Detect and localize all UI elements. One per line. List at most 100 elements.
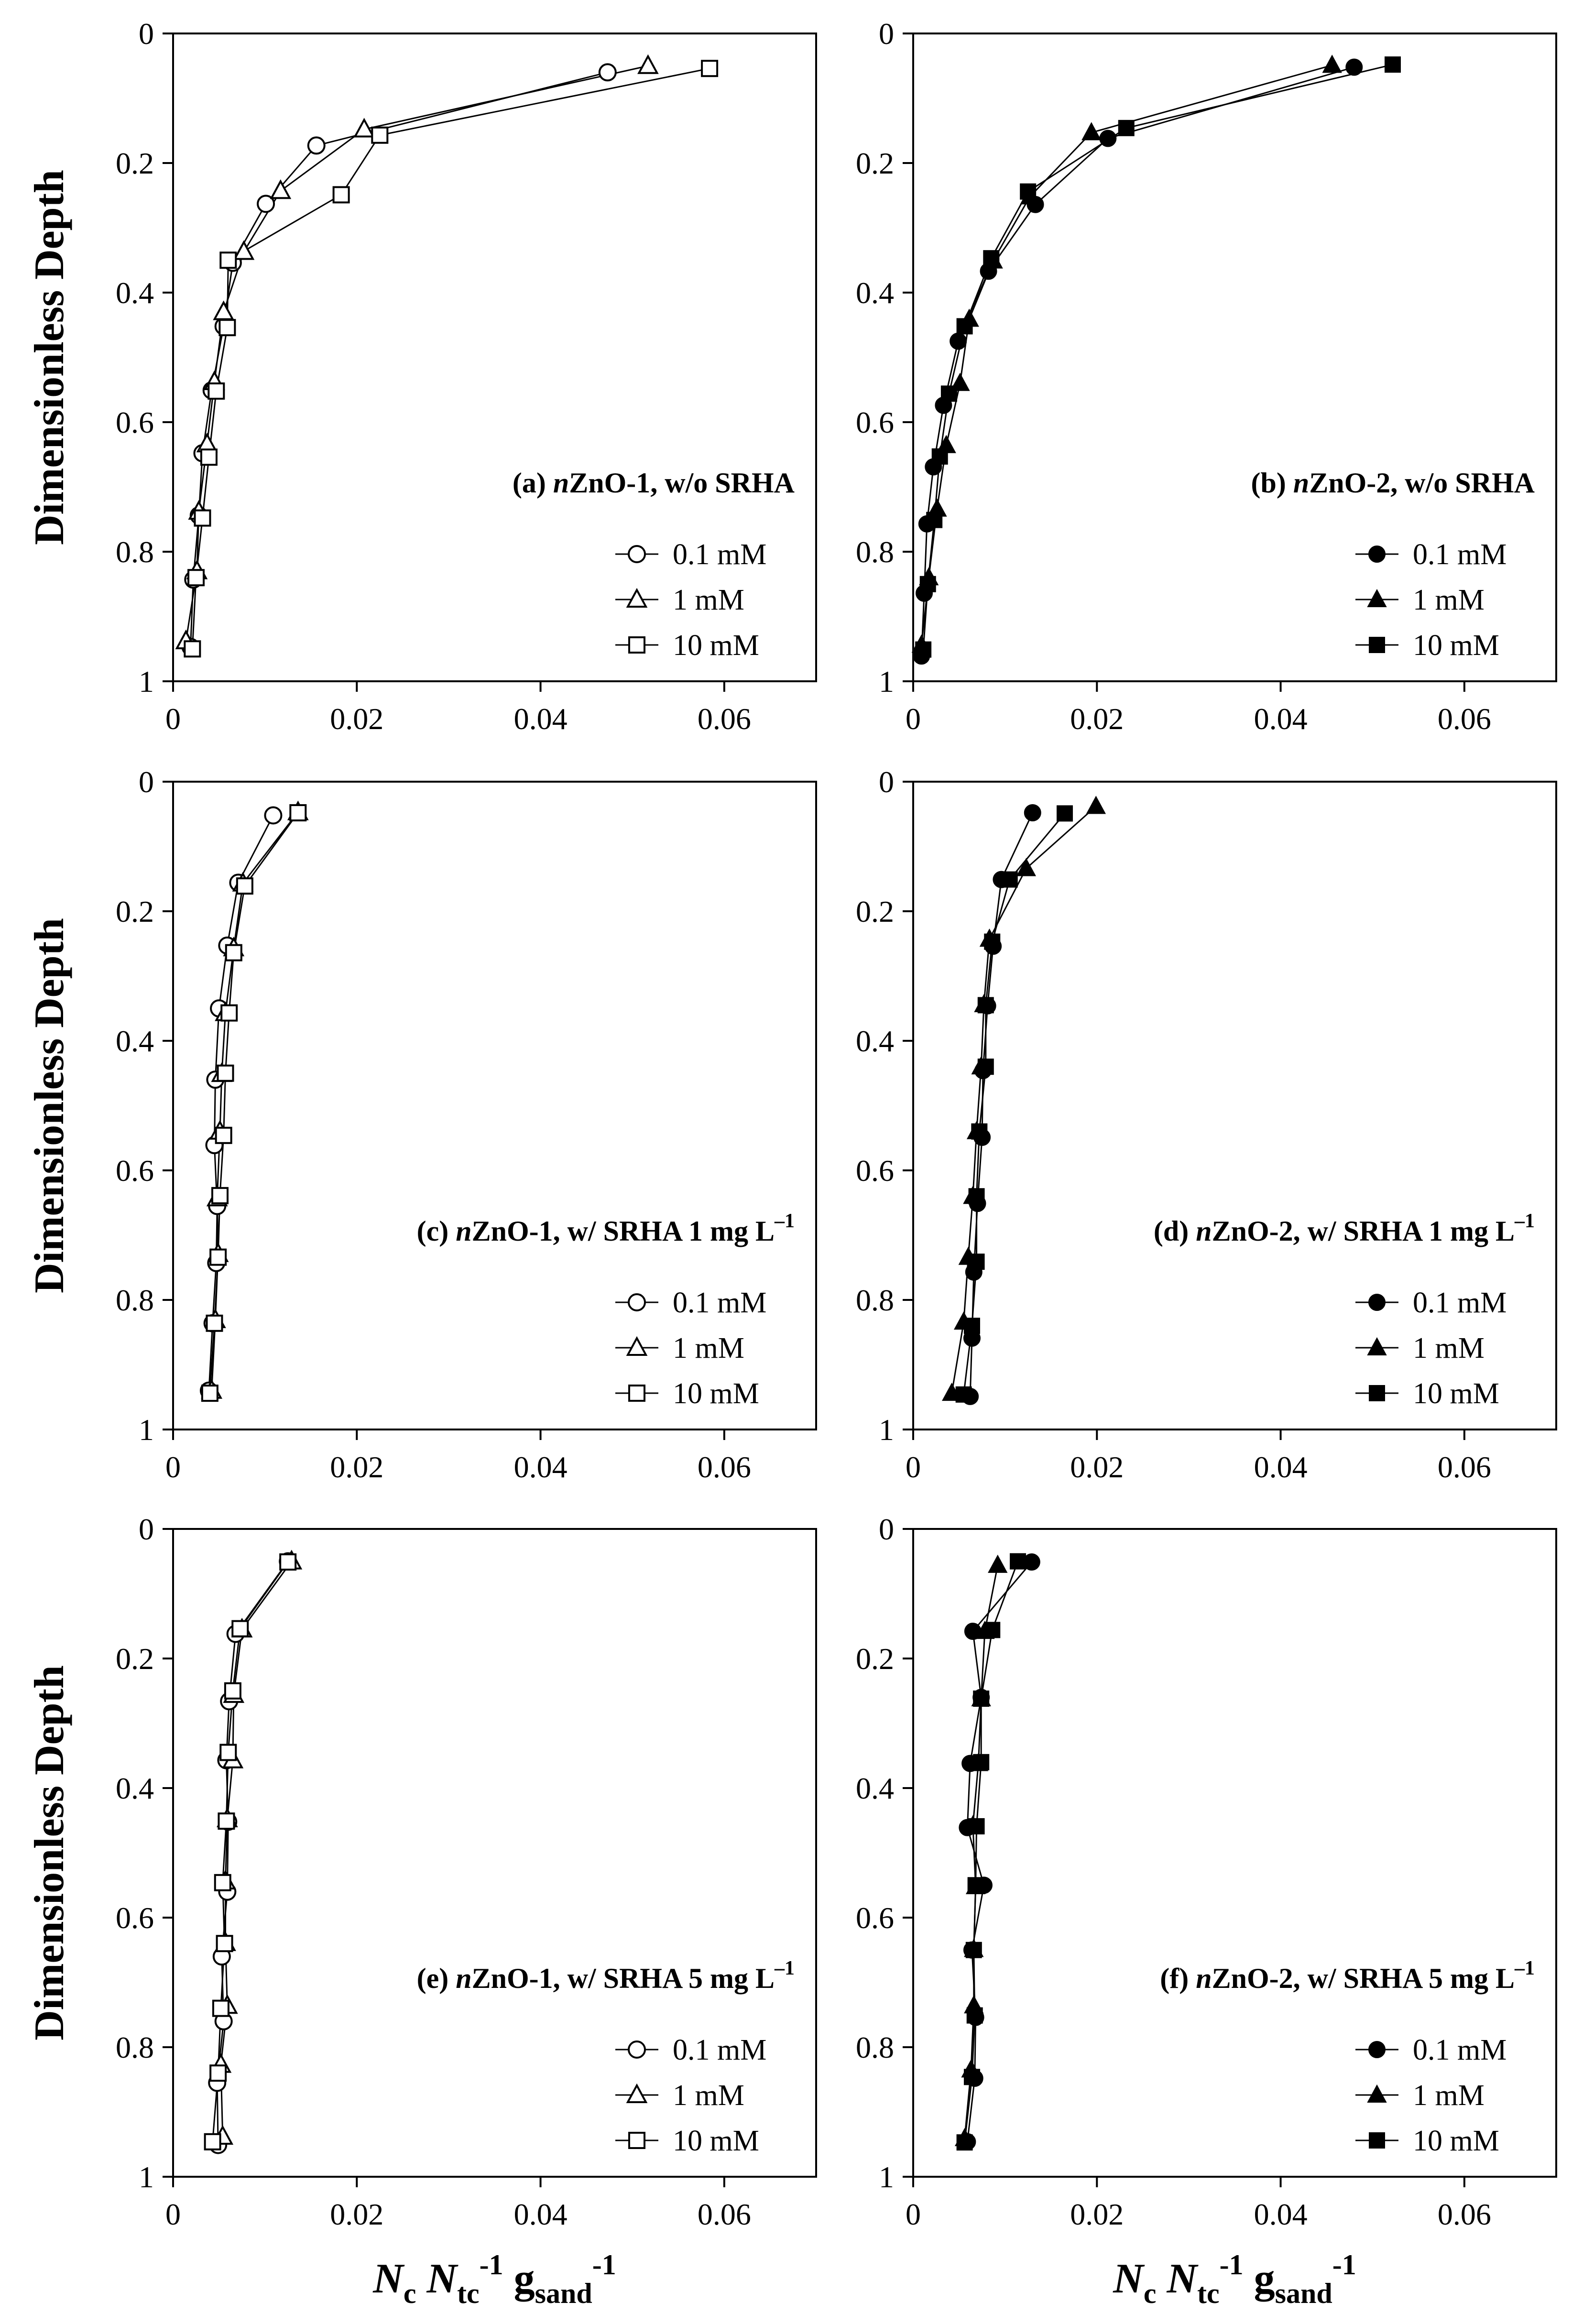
data-point-square: [218, 1812, 235, 1830]
panel-title-text: ZnO-2, w/o SRHA: [1309, 467, 1535, 499]
panel-title: (e) nZnO-1, w/ SRHA 5 mg L–1: [417, 1957, 795, 1994]
series-line: [191, 67, 710, 649]
y-axis-label: Dimensionless Depth: [26, 170, 73, 545]
legend-label: 0.1 mM: [1413, 538, 1507, 571]
legend-marker-triangle: [626, 588, 648, 608]
y-tick-label: 1: [139, 665, 154, 698]
legend-marker-triangle: [1367, 1337, 1387, 1355]
data-point-square: [940, 385, 957, 402]
data-point-square: [968, 1818, 985, 1834]
panel-title: (a) nZnO-1, w/o SRHA: [513, 467, 795, 499]
legend-marker-triangle: [1367, 2084, 1387, 2103]
data-point-triangle: [353, 118, 375, 138]
x-label-sub-c: c: [404, 2278, 416, 2309]
y-tick-label: 0.6: [856, 405, 894, 439]
series-line: [212, 1561, 289, 2142]
data-point-circle: [257, 195, 275, 213]
data-point-square: [209, 1248, 227, 1266]
legend-label: 1 mM: [1413, 2079, 1485, 2112]
legend-marker-square: [628, 636, 645, 654]
plot-frame: [912, 781, 1557, 1430]
x-label-N: N: [1113, 2256, 1145, 2302]
panel-title-prefix: (a): [513, 467, 553, 499]
x-tick-label: 0: [906, 702, 921, 736]
panel-title-text: ZnO-1, w/o SRHA: [569, 467, 795, 499]
y-tick-label: 0.4: [116, 1024, 154, 1058]
y-tick-label: 0.6: [856, 1901, 894, 1935]
panel-e: 00.20.40.60.810 0.02 0.04 0.06(e) nZnO-1, w…: [26, 1512, 817, 2231]
data-point-square: [955, 1386, 972, 1403]
data-point-square: [279, 1553, 297, 1571]
data-point-triangle: [233, 240, 255, 260]
panel-title-prefix: (d): [1154, 1215, 1196, 1247]
series-line: [185, 65, 648, 642]
y-tick-label: 0: [139, 1512, 154, 1546]
x-tick-label: 0: [165, 1450, 181, 1484]
data-point-triangle: [1086, 796, 1106, 814]
data-point-square: [332, 186, 350, 204]
legend-marker-square: [628, 1385, 645, 1402]
data-point-triangle: [1016, 858, 1037, 876]
series-line: [216, 1560, 289, 2145]
panel-b: 00.20.40.60.810 0.02 0.04 0.06(b) nZnO-2, w…: [856, 17, 1557, 736]
data-point-square: [919, 576, 936, 592]
data-point-square: [973, 1691, 990, 1707]
x-label-sub-tc: tc: [457, 2278, 480, 2309]
legend-label: 10 mM: [673, 629, 759, 662]
data-point-square: [211, 1187, 229, 1204]
data-point-square: [977, 1058, 994, 1075]
data-point-triangle: [270, 179, 292, 199]
panel-title-superscript: –1: [1514, 1957, 1535, 1979]
y-tick-label: 0.6: [856, 1154, 894, 1188]
legend-marker-triangle: [626, 1336, 648, 1356]
series-line: [920, 64, 1332, 645]
x-label-sup: -1: [1332, 2249, 1356, 2280]
panel-title-superscript: –1: [774, 1957, 795, 1979]
legend-marker-circle: [628, 545, 646, 563]
data-point-square: [963, 1318, 980, 1334]
x-axis-label: Nc Ntc-1 gsand-1: [372, 2249, 616, 2309]
y-tick-label: 1: [879, 1413, 894, 1447]
data-point-square: [926, 512, 943, 528]
y-tick-label: 0: [879, 765, 894, 799]
data-point-square: [973, 1754, 990, 1770]
panel-a: 00.20.40.60.810 0.02 0.04 0.06(a) nZnO-1, w…: [26, 17, 817, 736]
x-label-sub-c: c: [1144, 2278, 1157, 2309]
panel-f: 00.20.40.60.810 0.02 0.04 0.06(f) nZnO-2, w…: [856, 1512, 1557, 2231]
y-tick-label: 0.2: [856, 146, 894, 180]
x-tick-label: 0.02: [1070, 702, 1124, 736]
y-axis-label: Dimensionless Depth: [26, 1665, 73, 2040]
legend-label: 1 mM: [1413, 1332, 1485, 1364]
legend-label: 0.1 mM: [673, 538, 766, 571]
data-point-square: [214, 1874, 231, 1891]
x-label-sup: -1: [1220, 2249, 1244, 2280]
panel-title-italic: n: [1196, 1963, 1212, 1994]
x-label-sub-tc: tc: [1197, 2278, 1220, 2309]
data-point-square: [219, 1744, 237, 1761]
data-point-triangle: [988, 1554, 1008, 1573]
panel-title-prefix: (c): [417, 1215, 456, 1247]
panel-title-prefix: (e): [417, 1963, 456, 1994]
data-point-square: [984, 933, 1001, 950]
data-point-square: [206, 1314, 223, 1332]
data-point-square: [236, 877, 253, 895]
y-tick-label: 0.2: [116, 146, 154, 180]
x-label-sub-sand: sand: [535, 2278, 592, 2309]
x-tick-label: 0.04: [514, 702, 568, 736]
data-point-triangle: [1081, 122, 1102, 141]
panel-title-italic: n: [456, 1963, 471, 1994]
data-point-circle: [1024, 804, 1041, 822]
plot-frame: [912, 33, 1557, 682]
x-label-sup: -1: [592, 2249, 616, 2280]
legend-label: 10 mM: [1413, 629, 1499, 662]
data-point-square: [1010, 1553, 1026, 1570]
legend-marker-square: [1369, 2132, 1385, 2149]
legend-marker-circle: [1368, 2041, 1386, 2058]
legend-label: 1 mM: [673, 1332, 744, 1364]
data-point-square: [220, 1004, 238, 1022]
panel-title-italic: n: [553, 467, 569, 499]
data-point-circle: [1099, 130, 1117, 147]
series-line: [220, 1560, 293, 2137]
data-point-square: [207, 382, 225, 400]
